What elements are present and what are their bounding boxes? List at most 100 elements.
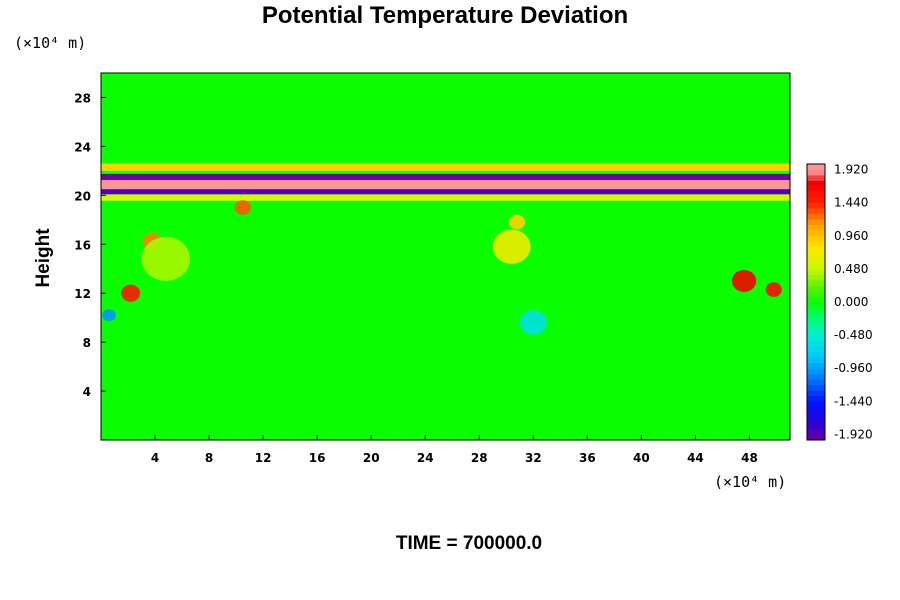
colorbar-segment [807,252,825,259]
y-axis-ticks: 4 8 12 16 20 24 28 [74,91,106,399]
colorbar-tick-label: 1.440 [834,196,868,210]
colorbar-segment [807,417,825,424]
y-unit-label: (×10⁴ m) [14,34,86,52]
x-tick-label: 36 [579,451,596,465]
colorbar-segment [807,368,825,375]
x-tick-label: 44 [687,451,704,465]
colorbar-segment [807,296,825,303]
colorbar-segment [807,279,825,286]
x-unit-label: (×10⁴ m) [714,473,786,491]
chart-title: Potential Temperature Deviation [262,2,628,29]
colorbar-tick-label: 0.960 [834,229,868,243]
colorbar-segment [807,329,825,336]
heatmap-blob [102,309,116,322]
y-tick-label: 28 [74,91,91,105]
colorbar-segment [807,230,825,237]
colorbar-segment [807,285,825,292]
colorbar-segment [807,373,825,380]
colorbar-segment [807,175,825,181]
time-annotation: TIME = 700000.0 [396,533,542,554]
heatmap-blob [121,284,141,302]
x-tick-label: 8 [205,451,213,465]
colorbar-segment [807,186,825,192]
y-tick-label: 8 [83,336,91,350]
colorbar: 1.920 1.440 0.960 0.480 0.000 -0.480 -0.960 -1.… [806,163,873,441]
colorbar-segment [807,412,825,419]
y-tick-label: 4 [83,385,91,399]
colorbar-segment [807,357,825,364]
colorbar-segment [807,362,825,369]
colorbar-segment [807,219,825,226]
y-tick-label: 24 [74,140,91,154]
heatmap-blob [508,214,526,230]
heatmap-field [101,163,790,335]
colorbar-segment [807,401,825,408]
colorbar-segment [807,169,825,176]
colorbar-frame [806,163,826,441]
heatmap-background [101,73,790,440]
heatmap-blob [765,282,782,297]
colorbar-segment [807,351,825,358]
colorbar-segment [807,257,825,264]
y-tick-label: 20 [74,189,91,203]
colorbar-segment [807,434,825,441]
colorbar-segment [807,340,825,347]
heatmap-band [101,194,790,201]
x-axis-ticks: 4 8 12 16 20 24 28 32 36 40 44 48 [151,435,758,465]
colorbar-segment [807,428,825,435]
heatmap-blob [492,229,531,264]
x-tick-label: 24 [417,451,434,465]
colorbar-segment [807,302,825,308]
x-tick-label: 32 [525,451,542,465]
colorbar-tick-label: -0.480 [834,328,873,342]
colorbar-segment [807,246,825,253]
colorbar-segment [807,235,825,242]
colorbar-segment [807,164,825,170]
heatmap-blob [141,236,191,281]
heatmap-band [101,163,790,171]
colorbar-segment [807,208,825,214]
colorbar-tick-label: -0.960 [834,361,873,375]
colorbar-segment [807,313,825,319]
plot-frame [100,72,791,441]
colorbar-segment [807,335,825,341]
colorbar-segment [807,384,825,391]
colorbar-segment [807,324,825,330]
colorbar-segment [807,406,825,413]
colorbar-segment [807,307,825,314]
heatmap-blob [234,200,251,215]
x-tick-label: 16 [309,451,326,465]
y-tick-label: 16 [74,238,91,252]
colorbar-segment [807,346,825,352]
colorbar-segment [807,213,825,220]
colorbar-segment [807,241,825,248]
colorbar-segment [807,197,825,203]
colorbar-segment [807,395,825,402]
colorbar-tick-label: 1.920 [834,163,868,177]
colorbar-tick-label: -1.920 [834,427,873,441]
colorbar-segment [807,379,825,386]
y-axis-label: Height [33,228,54,288]
colorbar-segment [807,268,825,275]
x-tick-label: 28 [471,451,488,465]
colorbar-segment [807,390,825,397]
heatmap-band [101,189,790,195]
colorbar-tick-label: -1.440 [834,394,873,408]
colorbar-segment [807,274,825,281]
colorbar-segment [807,224,825,231]
x-tick-label: 12 [255,451,272,465]
colorbar-segment [807,318,825,325]
heatmap-blob [731,269,757,292]
heatmap-blob [519,310,547,335]
colorbar-segment [807,263,825,270]
colorbar-tick-label: 0.480 [834,262,868,276]
colorbar-segment [807,290,825,297]
heatmap-plot-area [101,73,790,440]
colorbar-segment [807,202,825,209]
x-tick-label: 40 [633,451,650,465]
colorbar-tick-label: 0.000 [834,295,868,309]
colorbar-segment [807,180,825,187]
colorbar-segment [807,423,825,430]
colorbar-segment [807,191,825,198]
